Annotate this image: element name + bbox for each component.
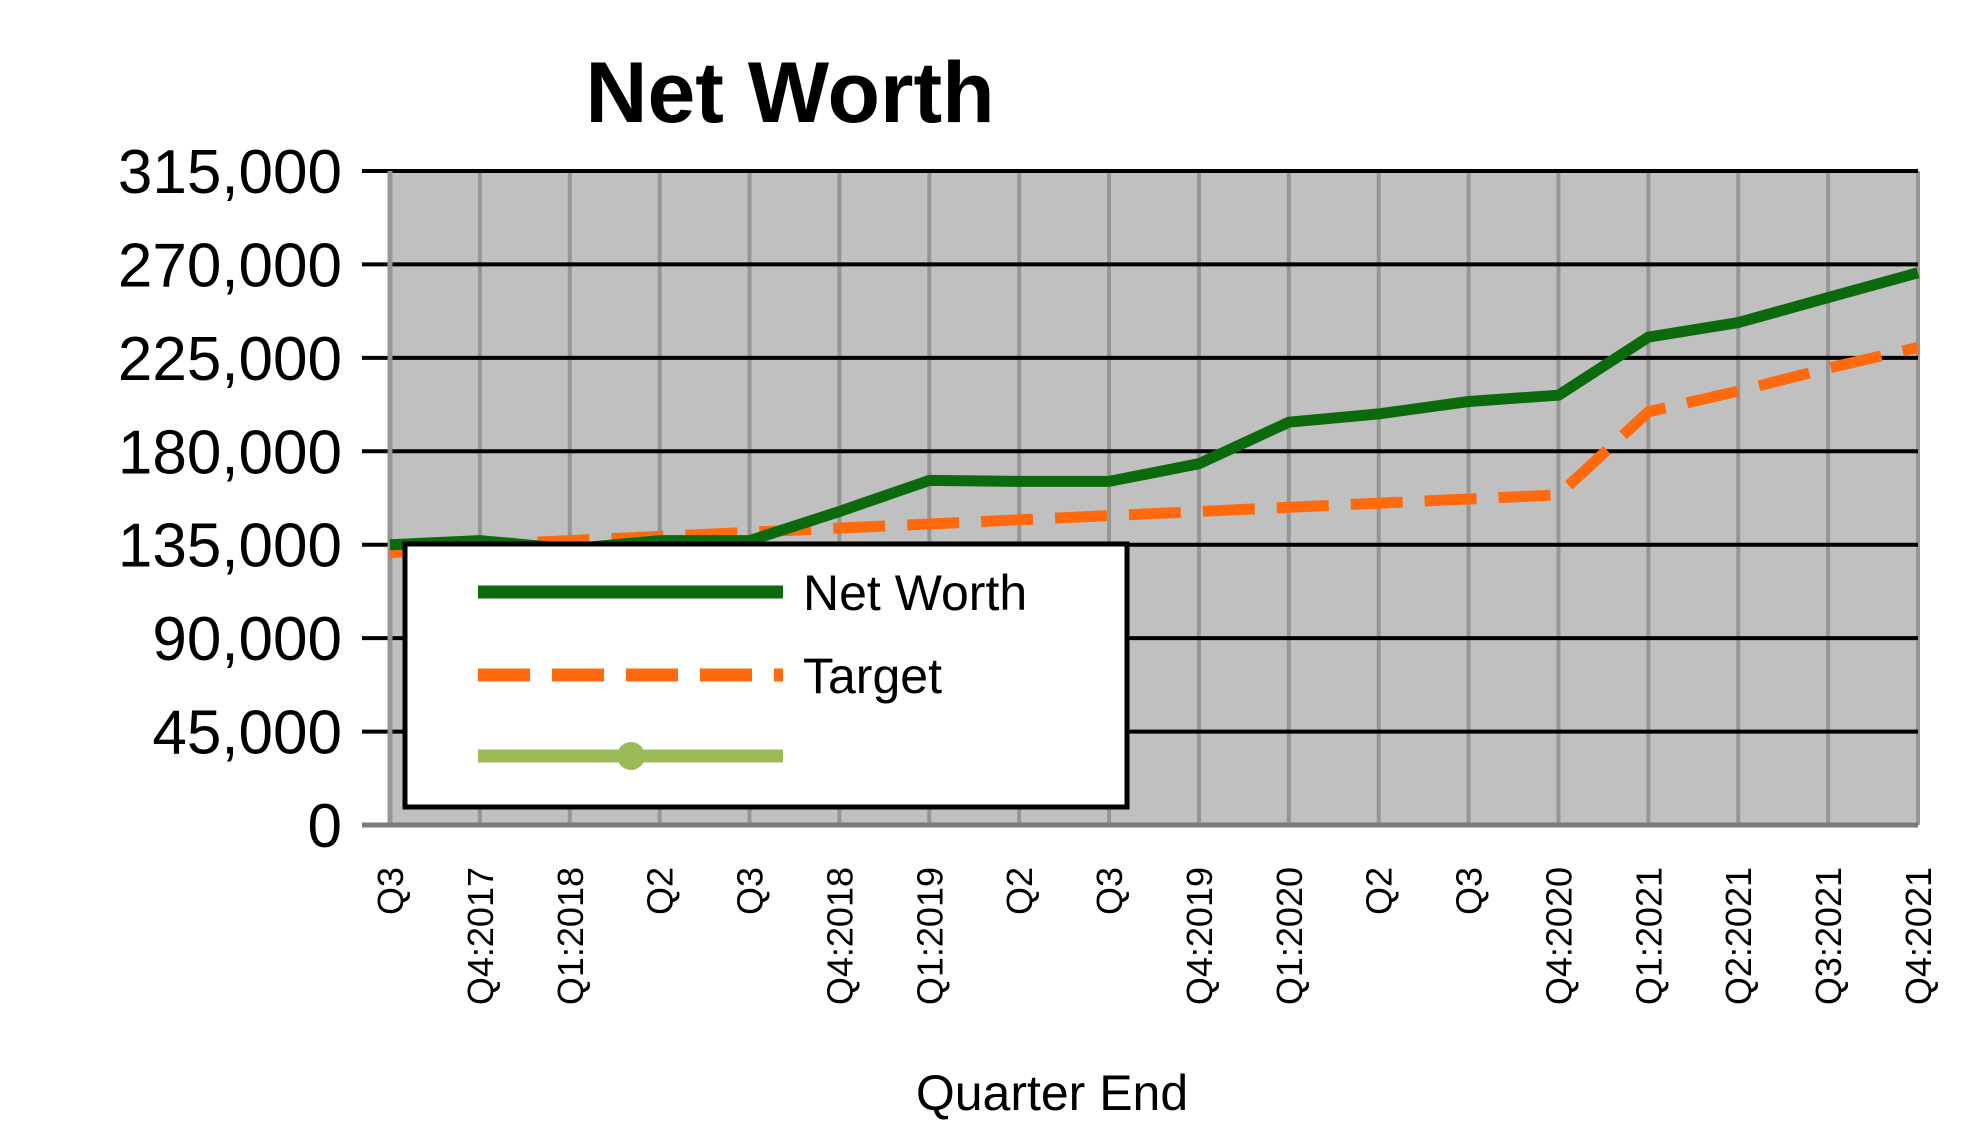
x-tick-label: Q4:2017 xyxy=(460,867,501,1005)
x-tick-label: Q2:2021 xyxy=(1718,867,1759,1005)
x-tick-label: Q3:2021 xyxy=(1808,867,1849,1005)
y-tick-label: 315,000 xyxy=(118,138,342,207)
x-tick-label: Q3 xyxy=(370,867,411,915)
x-tick-label: Q4:2021 xyxy=(1898,867,1939,1005)
x-tick-label: Q3 xyxy=(1089,867,1130,915)
axes xyxy=(362,171,1918,828)
legend-marker-unlabeled xyxy=(617,742,645,770)
y-tick-label: 180,000 xyxy=(118,418,342,487)
x-tick-label: Q4:2020 xyxy=(1538,867,1579,1005)
x-tick-label: Q3 xyxy=(730,867,771,915)
x-tick-label: Q2 xyxy=(640,867,681,915)
x-tick-label: Q4:2018 xyxy=(819,867,860,1005)
y-tick-labels: 0 45,000 90,000 135,000 180,000 225,000 270,00… xyxy=(118,138,342,861)
y-tick-label: 135,000 xyxy=(118,512,342,581)
x-axis-label: Quarter End xyxy=(916,1065,1188,1121)
y-tick-label: 90,000 xyxy=(152,605,342,674)
y-tick-label: 270,000 xyxy=(118,231,342,300)
x-tick-label: Q1:2021 xyxy=(1628,867,1669,1005)
x-tick-label: Q1:2018 xyxy=(550,867,591,1005)
legend: Net Worth Target xyxy=(402,541,1130,810)
x-tick-label: Q1:2019 xyxy=(909,867,950,1005)
legend-label-net-worth: Net Worth xyxy=(803,565,1027,621)
x-tick-labels: Q3 Q4:2017 Q1:2018 Q2 Q3 Q4:2018 Q1:2019 Q2 Q3 Q4… xyxy=(370,867,1939,1005)
x-tick-label: Q3 xyxy=(1449,867,1490,915)
x-tick-label: Q1:2020 xyxy=(1269,867,1310,1005)
chart-title: Net Worth xyxy=(585,45,994,141)
x-tick-label: Q4:2019 xyxy=(1179,867,1220,1005)
y-tick-label: 225,000 xyxy=(118,325,342,394)
y-tick-label: 45,000 xyxy=(152,699,342,768)
x-tick-label: Q2 xyxy=(1359,867,1400,915)
y-tick-label: 0 xyxy=(308,792,342,861)
x-tick-label: Q2 xyxy=(999,867,1040,915)
legend-label-target: Target xyxy=(803,648,942,704)
